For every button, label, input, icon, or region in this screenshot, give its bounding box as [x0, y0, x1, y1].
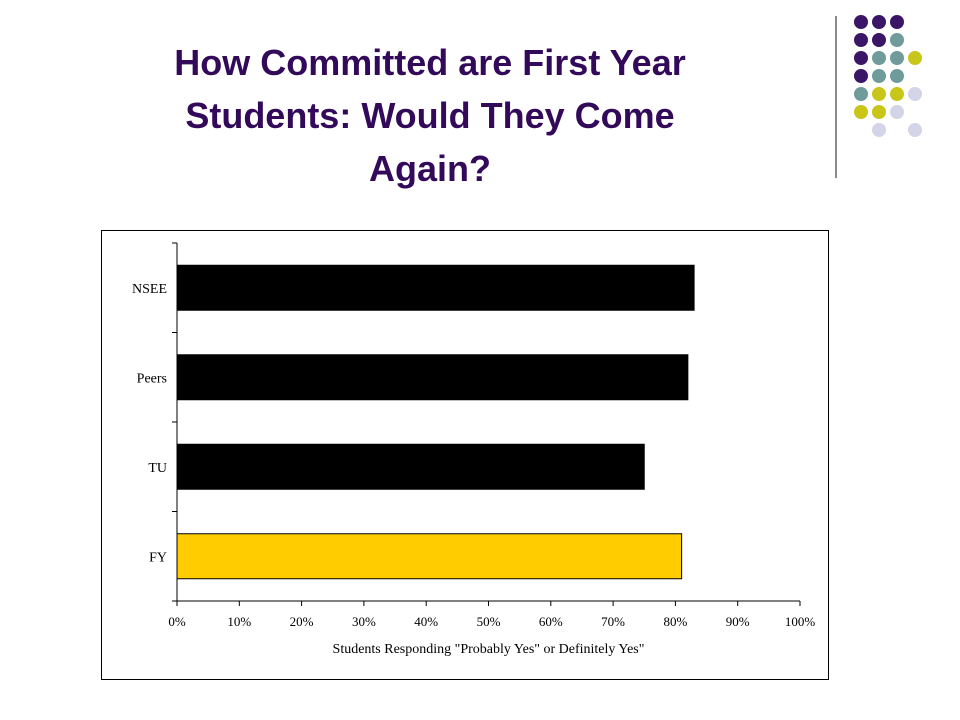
decor-dot [890, 105, 904, 119]
x-tick-label: 60% [539, 614, 563, 629]
decor-dot [908, 123, 922, 137]
x-tick-label: 10% [227, 614, 251, 629]
x-tick-label: 80% [663, 614, 687, 629]
decor-dot [890, 15, 904, 29]
decor-dot [890, 33, 904, 47]
x-tick-label: 100% [785, 614, 816, 629]
decor-dot [872, 105, 886, 119]
decor-dot [908, 51, 922, 65]
x-tick-label: 0% [168, 614, 186, 629]
decor-dot [872, 33, 886, 47]
decor-dot [854, 33, 868, 47]
title-line-3: Again? [369, 148, 491, 189]
bar-nsee [176, 264, 695, 311]
decor-dot [854, 87, 868, 101]
category-label: Peers [137, 371, 167, 386]
x-tick-label: 50% [477, 614, 501, 629]
bar-peers [176, 354, 689, 401]
category-label: TU [148, 461, 167, 476]
bar-tu [176, 443, 645, 490]
x-axis-title: Students Responding "Probably Yes" or De… [333, 642, 645, 657]
vertical-divider [835, 16, 837, 178]
bar-fy [176, 533, 683, 580]
chart-frame: NSEE Peers TU FY 0% 10% 20% 30% 40% 50% 60% 70% 80% 9… [101, 230, 829, 680]
decor-dot [908, 87, 922, 101]
decor-dot [854, 69, 868, 83]
x-tick-label: 30% [352, 614, 376, 629]
x-tick-label: 40% [414, 614, 438, 629]
decor-dot [854, 105, 868, 119]
decor-dot [890, 87, 904, 101]
decor-dot [890, 69, 904, 83]
title-line-2: Students: Would They Come [185, 95, 675, 136]
decor-dot [872, 15, 886, 29]
category-label: NSEE [132, 282, 167, 297]
slide-title: How Committed are First Year Students: W… [60, 36, 800, 195]
x-tick-label: 70% [601, 614, 625, 629]
category-label: FY [149, 550, 167, 565]
x-tick-label: 20% [290, 614, 314, 629]
decor-dot [872, 51, 886, 65]
title-line-1: How Committed are First Year [174, 42, 686, 83]
decor-dot [854, 51, 868, 65]
decor-dot [872, 87, 886, 101]
decor-dot [872, 123, 886, 137]
decor-dot [890, 51, 904, 65]
x-tick-label: 90% [726, 614, 750, 629]
decor-dot [854, 15, 868, 29]
decor-dot [872, 69, 886, 83]
bar-chart: NSEE Peers TU FY 0% 10% 20% 30% 40% 50% 60% 70% 80% 9… [132, 242, 816, 657]
